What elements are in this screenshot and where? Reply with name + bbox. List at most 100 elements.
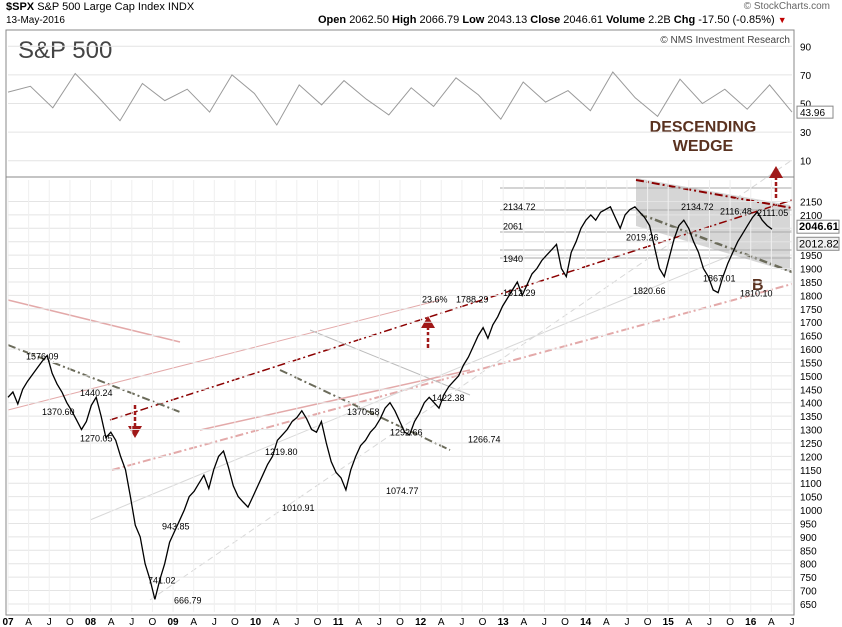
ohlc-readout: Open 2062.50 High 2066.79 Low 2043.13 Cl… — [318, 14, 787, 26]
x-tick-label: A — [190, 617, 197, 627]
trend-2010-support — [199, 369, 471, 431]
date-label: 13-May-2016 — [6, 15, 65, 26]
level-label: 2134.72 — [503, 202, 536, 212]
x-tick-label: A — [520, 617, 527, 627]
level-label: 1576.09 — [26, 351, 59, 361]
x-tick-label: J — [47, 617, 52, 627]
price-tick-label: 1050 — [800, 493, 823, 504]
x-tick-label: A — [438, 617, 445, 627]
level-label: 1219.80 — [265, 447, 298, 457]
price-tick-label: 1400 — [800, 399, 823, 410]
price-tick-label: 750 — [800, 573, 817, 584]
level-label: 1812.29 — [503, 288, 536, 298]
open-label: Open — [318, 14, 347, 26]
trend-2008-lower — [7, 344, 181, 413]
x-tick-label: J — [624, 617, 629, 627]
x-tick-label: O — [479, 617, 487, 627]
level-label: 2019.26 — [626, 233, 659, 243]
trend-2011-lower — [279, 369, 451, 451]
rsi-tick-label: 90 — [800, 42, 812, 53]
rsi-tick-label: 50 — [800, 100, 812, 111]
x-tick-label: 08 — [85, 617, 97, 627]
x-tick-label: 10 — [250, 617, 262, 627]
level-label: 1440.24 — [80, 388, 113, 398]
fan-line-1 — [7, 299, 441, 411]
ticker: $SPX — [6, 1, 35, 13]
x-tick-label: J — [377, 617, 382, 627]
wave-b-label: B — [752, 277, 764, 294]
x-tick-label: O — [644, 617, 652, 627]
price-tick-label: 1700 — [800, 318, 823, 329]
index-name: S&P 500 Large Cap Index — [37, 1, 165, 13]
level-label: 2134.72 — [681, 202, 714, 212]
price-tick-label: 800 — [800, 560, 817, 571]
volume-value: 2.2B — [648, 14, 671, 26]
open-value: 2062.50 — [349, 14, 389, 26]
x-tick-label: J — [790, 617, 795, 627]
x-tick-label: 13 — [498, 617, 510, 627]
x-tick-label: A — [108, 617, 115, 627]
x-tick-label: 11 — [333, 617, 344, 627]
rsi-tick-label: 10 — [800, 157, 812, 168]
rsi-last-value: 43.96 — [800, 108, 825, 119]
price-tick-label: 1300 — [800, 426, 823, 437]
header-symbol: $SPX S&P 500 Large Cap Index INDX — [6, 1, 194, 13]
level-label: 666.79 — [174, 595, 202, 605]
price-tick-label: 1350 — [800, 412, 823, 423]
exchange: INDX — [167, 1, 195, 13]
long-term-trend-upper — [109, 199, 793, 421]
low-value: 2043.13 — [487, 14, 528, 26]
chg-value: -17.50 (-0.85%) — [698, 14, 775, 26]
price-tick-label: 1250 — [800, 439, 823, 450]
price-tick-label: 950 — [800, 519, 817, 530]
last-price-box — [796, 236, 840, 251]
level-label: 1370.60 — [42, 407, 75, 417]
rsi-tick-label: 70 — [800, 71, 812, 82]
x-tick-label: J — [707, 617, 712, 627]
price-tick-label: 1950 — [800, 251, 823, 262]
level-label: 1270.05 — [80, 434, 113, 444]
x-tick-label: 09 — [167, 617, 179, 627]
level-label: 1810.10 — [740, 289, 773, 299]
level-labels: 1576.09 1440.24 1370.60 1270.05 943.85 741.02… — [26, 202, 788, 606]
x-tick-label: A — [686, 617, 693, 627]
chg-label: Chg — [673, 14, 696, 26]
price-tick-label: 1450 — [800, 385, 823, 396]
level-label: 1074.77 — [386, 486, 419, 496]
level-label: 1422.38 — [432, 393, 465, 403]
wedge-lower-line — [639, 212, 793, 274]
price-tick-label: 1600 — [800, 345, 823, 356]
level-label: 1292.66 — [390, 428, 423, 438]
x-tick-label: O — [66, 617, 74, 627]
price-tick-label: 1200 — [800, 452, 823, 463]
x-tick-label: O — [561, 617, 569, 627]
x-tick-label: O — [396, 617, 404, 627]
down-arrow-icon: ▼ — [777, 15, 787, 25]
price-tick-label: 1500 — [800, 372, 823, 383]
price-tick-label: 850 — [800, 546, 817, 557]
x-tick-label: O — [231, 617, 239, 627]
rsi-line — [7, 71, 793, 126]
level-label: 943.85 — [162, 521, 190, 531]
volume-label: Volume — [606, 14, 646, 26]
up-arrow-2016-icon — [769, 166, 783, 178]
price-tick-label: 1750 — [800, 305, 823, 316]
price-tick-label: 1100 — [800, 479, 822, 490]
level-label: 1370.58 — [347, 407, 380, 417]
level-label: 1010.91 — [282, 503, 315, 513]
price-layer: 2150210020502000195019001850180017501700… — [2, 180, 840, 627]
x-tick-label: 15 — [663, 617, 675, 627]
level-label: 1266.74 — [468, 435, 501, 445]
price-tick-label: 650 — [800, 600, 817, 611]
price-tick-label: 1850 — [800, 278, 823, 289]
last-price-box — [796, 219, 840, 234]
price-tick-label: 1550 — [800, 358, 823, 369]
x-tick-label: 16 — [745, 617, 757, 627]
chart-title: S&P 500 — [18, 37, 112, 64]
x-tick-label: O — [726, 617, 734, 627]
level-label: 1940 — [503, 254, 523, 264]
rsi-layer: 90 70 50 30 10 43.96 — [7, 42, 834, 168]
x-tick-label: O — [314, 617, 322, 627]
x-tick-label: 14 — [580, 617, 592, 627]
x-tick-label: J — [212, 617, 217, 627]
